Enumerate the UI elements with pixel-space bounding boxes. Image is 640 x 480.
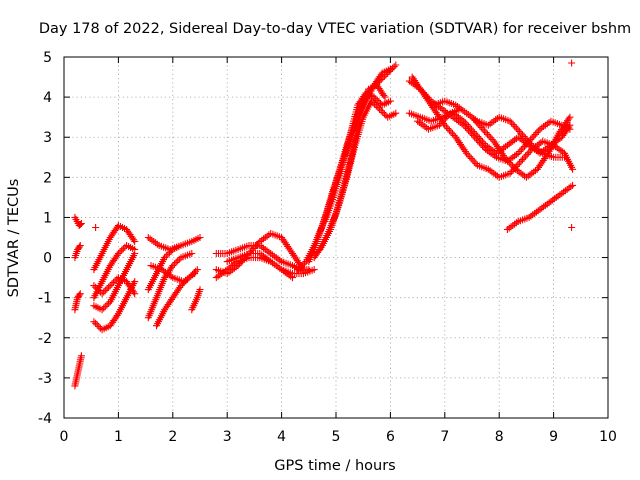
x-tick-label: 3	[223, 429, 232, 445]
chart-title: Day 178 of 2022, Sidereal Day-to-day VTE…	[39, 21, 631, 37]
x-tick-label: 8	[495, 429, 504, 445]
y-tick-label: -4	[38, 411, 52, 427]
x-tick-label: 9	[549, 429, 558, 445]
y-tick-label: 4	[43, 90, 52, 106]
y-tick-label: 0	[43, 251, 52, 267]
y-tick-label: -3	[38, 371, 52, 387]
y-tick-label: 3	[43, 130, 52, 146]
axis-ticks	[63, 56, 609, 419]
x-tick-label: 5	[332, 429, 341, 445]
y-tick-label: 1	[43, 210, 52, 226]
y-tick-label: 2	[43, 170, 52, 186]
y-axis-label: SDTVAR / TECUs	[6, 179, 22, 298]
x-tick-labels: 0 1 2 3 4 5 6 7 8 9 10	[60, 429, 617, 445]
x-tick-label: 10	[599, 429, 617, 445]
y-tick-label: -1	[38, 291, 52, 307]
x-tick-label: 4	[277, 429, 286, 445]
y-tick-label: 5	[43, 50, 52, 66]
x-tick-label: 7	[440, 429, 449, 445]
x-axis-label: GPS time / hours	[274, 458, 395, 474]
y-tick-labels: -4 -3 -2 -1 0 1 2 3 4 5	[38, 50, 52, 427]
y-tick-label: -2	[38, 331, 52, 347]
x-tick-label: 1	[114, 429, 123, 445]
x-tick-label: 0	[60, 429, 69, 445]
x-tick-label: 6	[386, 429, 395, 445]
x-tick-label: 2	[168, 429, 177, 445]
data-points	[71, 59, 577, 390]
sdtvar-markers	[71, 59, 577, 390]
